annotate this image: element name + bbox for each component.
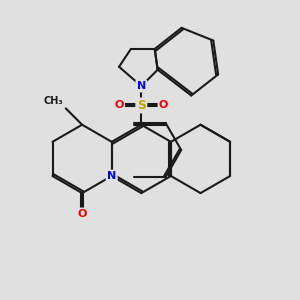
Text: N: N xyxy=(137,81,146,91)
Text: CH₃: CH₃ xyxy=(43,96,63,106)
Text: N: N xyxy=(107,171,116,181)
Text: S: S xyxy=(137,99,146,112)
Text: O: O xyxy=(114,100,124,110)
Text: O: O xyxy=(77,209,87,219)
Text: O: O xyxy=(159,100,168,110)
